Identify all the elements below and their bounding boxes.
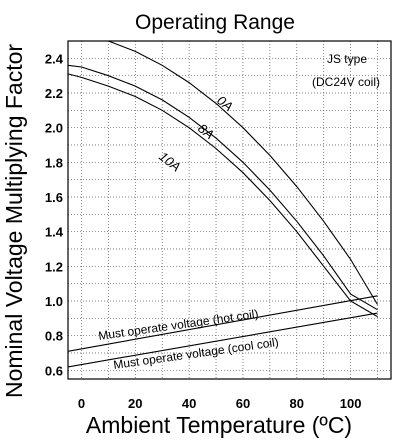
y-tick-label: 0.6 <box>45 363 63 378</box>
series-label-cool-coil: Must operate voltage (cool coil) <box>112 335 279 372</box>
x-tick-label: 40 <box>182 396 196 411</box>
y-tick-label: 0.8 <box>45 329 63 344</box>
series-line-1 <box>67 64 378 311</box>
x-tick-label: 20 <box>128 396 142 411</box>
annotation-type: JS type <box>327 52 367 66</box>
y-axis-label: Nominal Voltage Multiplying Factor <box>1 44 27 398</box>
y-tick-label: 1.6 <box>45 190 63 205</box>
series-line-4 <box>67 312 378 368</box>
tick-labels: 0 20 40 60 80 100 0.6 0.8 1.0 1.2 1.4 1.6 1.8 2.0 2.2 2… <box>45 51 362 411</box>
x-tick-label: 80 <box>290 396 304 411</box>
y-tick-label: 2.0 <box>45 121 63 136</box>
y-tick-label: 2.2 <box>45 86 63 101</box>
x-tick-label: 0 <box>78 396 85 411</box>
plot-frame <box>67 40 392 380</box>
x-tick-label: 60 <box>236 396 250 411</box>
y-tick-label: 1.4 <box>45 225 64 240</box>
series-layer <box>67 40 378 368</box>
series-line-2 <box>67 73 378 318</box>
annotation-coil: (DC24V coil) <box>312 75 380 89</box>
chart-title: Operating Range <box>135 11 295 34</box>
x-tick-label: 100 <box>340 396 362 411</box>
series-line-0 <box>108 40 378 305</box>
y-tick-label: 2.4 <box>45 51 64 66</box>
y-tick-label: 1.2 <box>45 259 63 274</box>
x-axis-label: Ambient Temperature (ºC) <box>86 412 352 438</box>
series-label-0a: 0A <box>214 93 236 115</box>
series-line-3 <box>67 295 378 352</box>
y-tick-label: 1.8 <box>45 155 63 170</box>
y-tick-label: 1.0 <box>45 294 63 309</box>
series-label-10a: 10A <box>156 149 183 175</box>
series-label-8a: 8A <box>195 121 217 143</box>
grid <box>68 41 391 379</box>
